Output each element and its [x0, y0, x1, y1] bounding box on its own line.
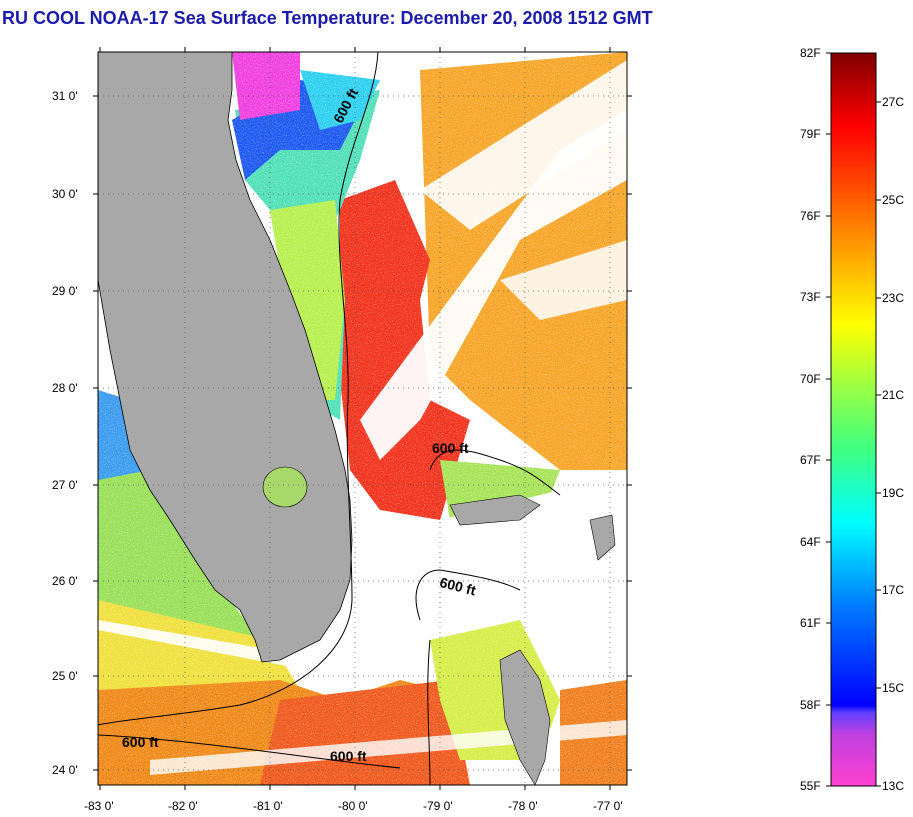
colorbar-label-f: 55F — [800, 779, 821, 793]
colorbar-label-f: 70F — [800, 372, 821, 386]
lat-label: 28 0' — [52, 381, 78, 395]
isobath-600ft — [98, 52, 379, 726]
sst-imagery — [98, 52, 627, 785]
colorbar-label-c: 25C — [882, 193, 905, 207]
colorbar-ticks — [826, 52, 881, 787]
lon-label: -79 0' — [423, 799, 453, 813]
colorbar-label-c: 21C — [882, 388, 905, 402]
contour-label: 600 ft — [432, 440, 469, 456]
lat-label: 30 0' — [52, 187, 78, 201]
lon-label: -77 0' — [593, 799, 623, 813]
lon-label: -78 0' — [508, 799, 538, 813]
contour-label: 600 ft — [330, 748, 367, 764]
contour-label: 600 ft — [122, 734, 159, 750]
colorbar-label-c: 23C — [882, 291, 905, 305]
grand-bahama-island — [449, 494, 541, 526]
colorbar-label-c: 15C — [882, 681, 905, 695]
colorbar-label-f: 76F — [800, 209, 821, 223]
colorbar-label-f: 73F — [800, 290, 821, 304]
page-title: RU COOL NOAA-17 Sea Surface Temperature:… — [2, 8, 653, 28]
colorbar — [830, 52, 877, 787]
lon-label: -80 0' — [338, 799, 368, 813]
lake-okeechobee — [262, 466, 308, 508]
colorbar-label-f: 79F — [800, 127, 821, 141]
lat-label: 27 0' — [52, 478, 78, 492]
map-frame — [97, 51, 628, 786]
colorbar-label-c: 17C — [882, 583, 905, 597]
lat-label: 24 0' — [52, 763, 78, 777]
lat-label: 26 0' — [52, 574, 78, 588]
colorbar-label-c: 19C — [882, 486, 905, 500]
colorbar-label-f: 61F — [800, 616, 821, 630]
colorbar-label-f: 82F — [800, 46, 821, 60]
florida-land — [98, 52, 353, 663]
lon-label: -81 0' — [253, 799, 283, 813]
lon-label: -82 0' — [168, 799, 198, 813]
lat-label: 29 0' — [52, 284, 78, 298]
axis-ticks — [93, 47, 632, 790]
colorbar-label-f: 67F — [800, 453, 821, 467]
colorbar-label-f: 64F — [800, 535, 821, 549]
lon-label: -83 0' — [84, 799, 114, 813]
lat-label: 31 0' — [52, 89, 78, 103]
graticule — [98, 52, 627, 785]
colorbar-label-c: 27C — [882, 95, 905, 109]
colorbar-label-f: 58F — [800, 698, 821, 712]
lat-label: 25 0' — [52, 669, 78, 683]
colorbar-label-c: 13C — [882, 779, 905, 793]
